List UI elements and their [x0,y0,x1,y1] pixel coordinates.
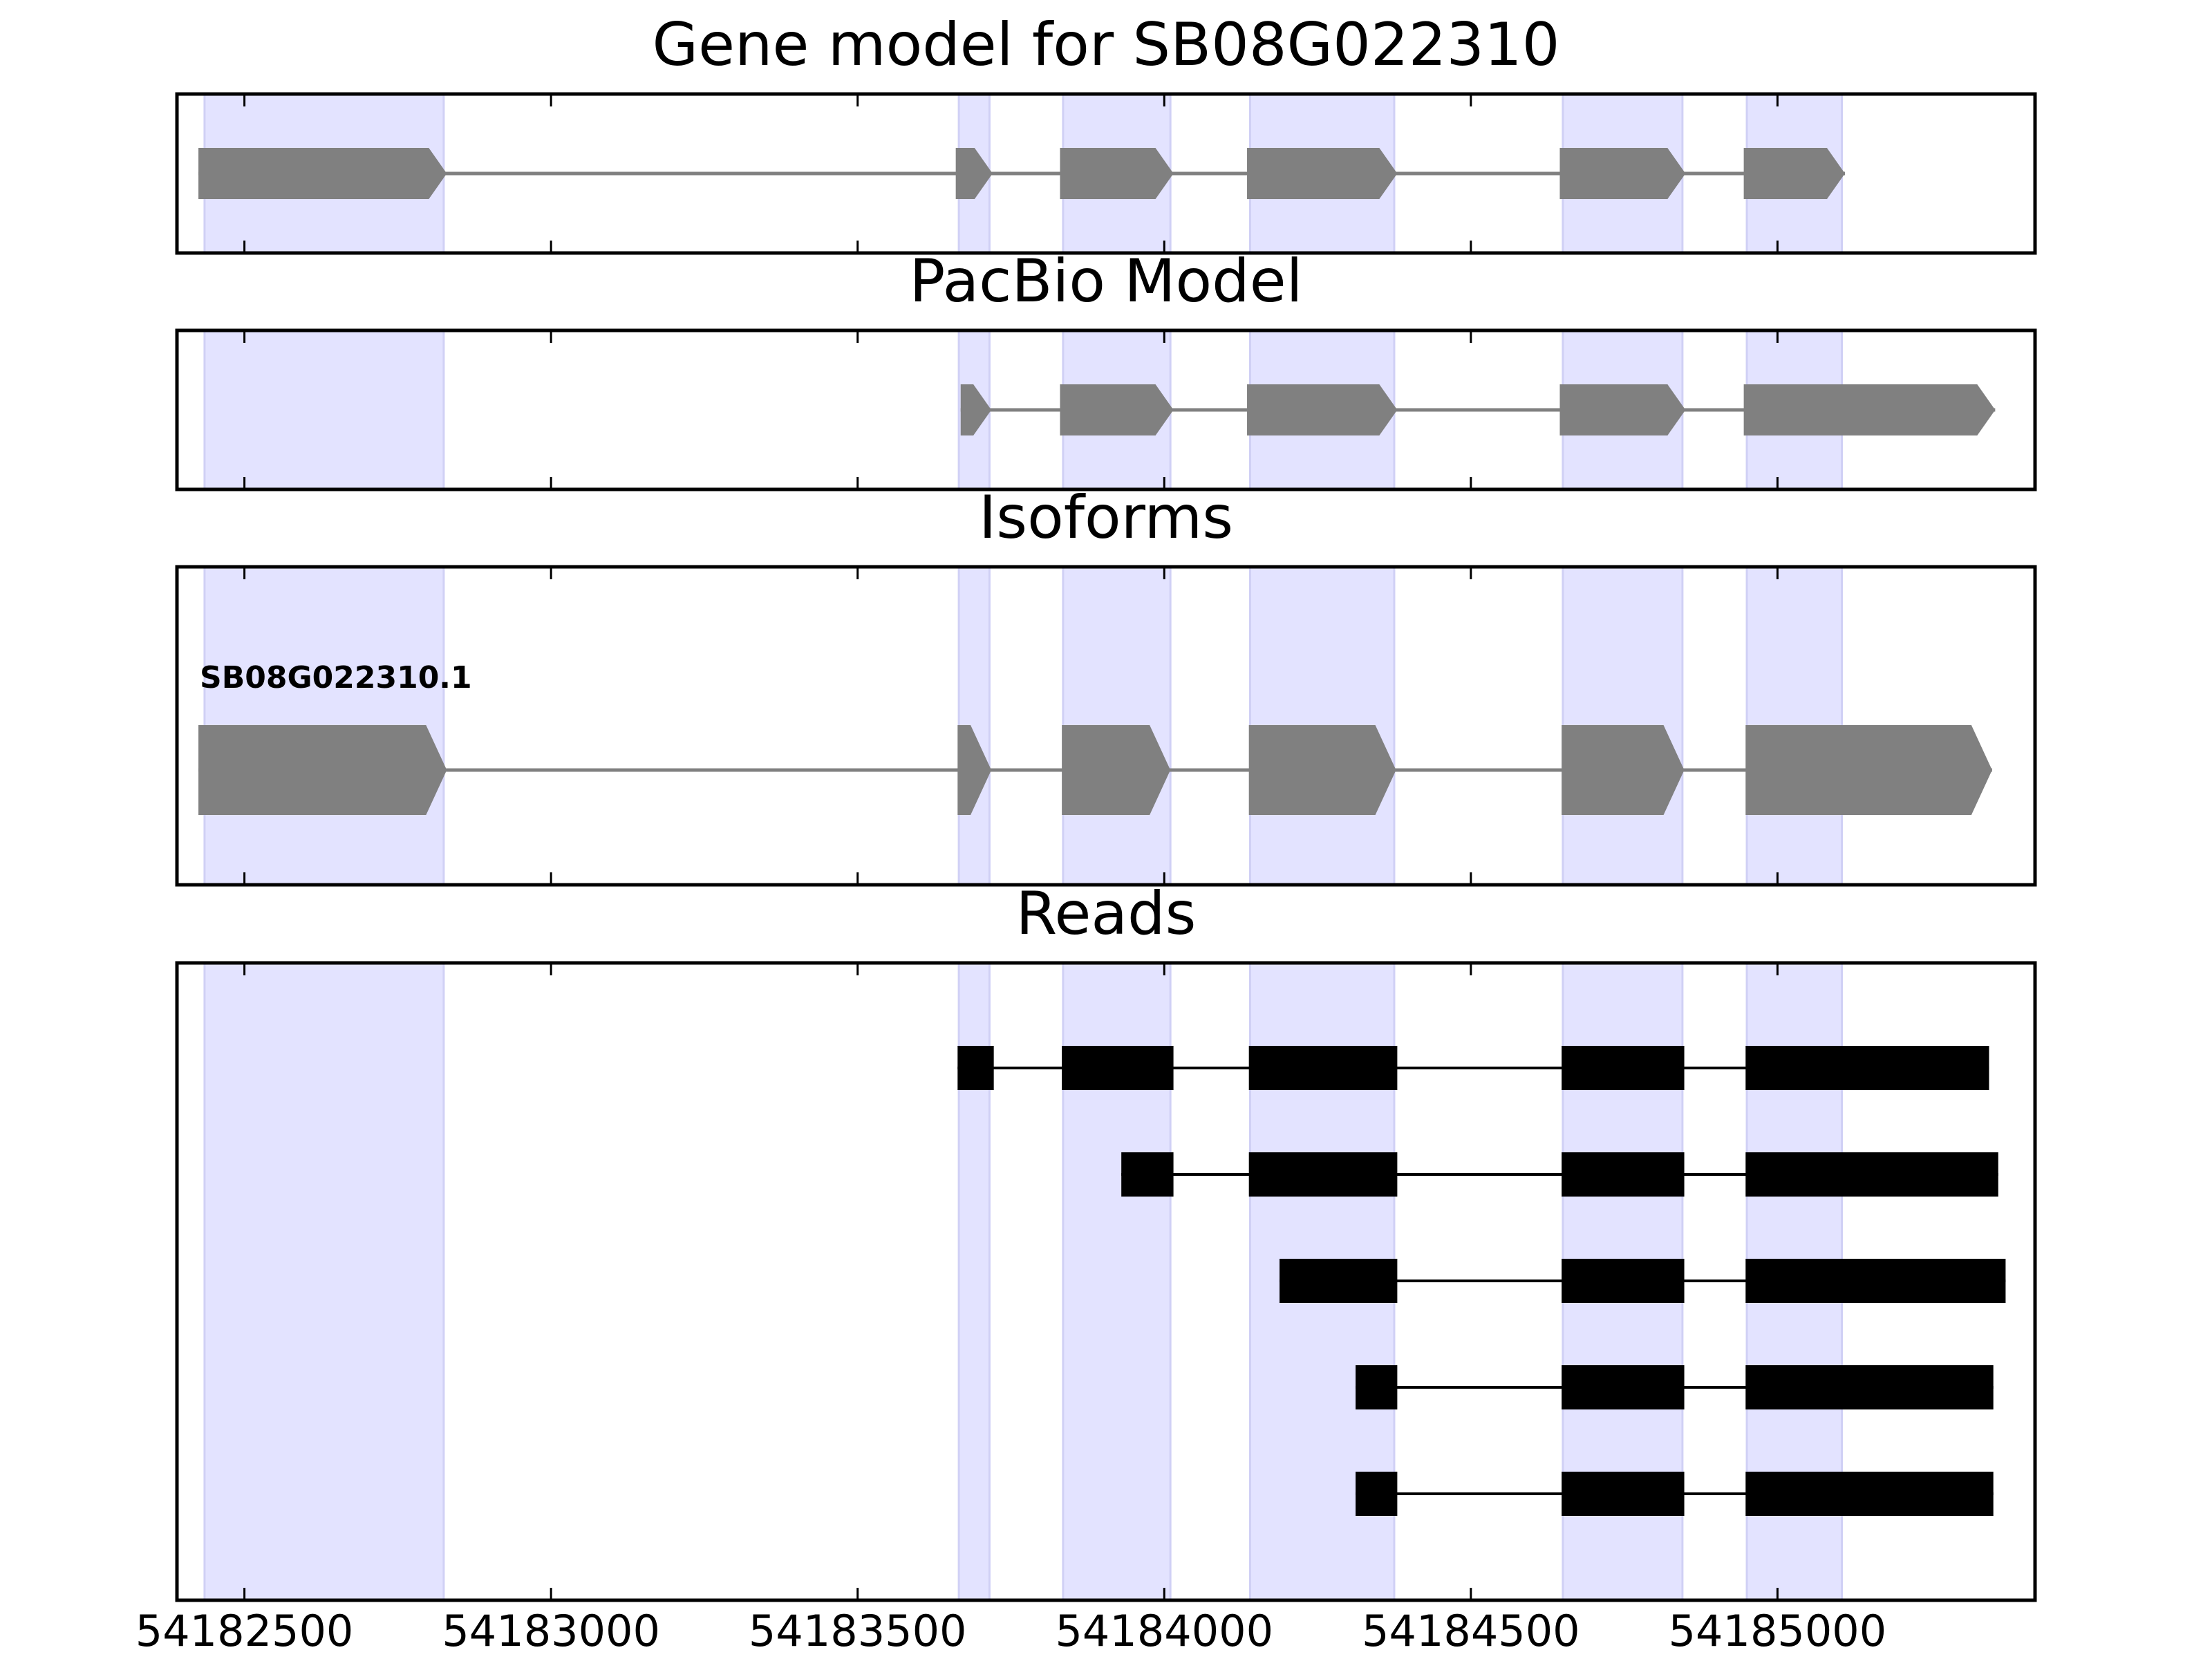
exon-gene-model-5 [1743,148,1845,199]
x-tick-label: 54182500 [135,1606,354,1656]
read-block-1-0 [1121,1152,1174,1197]
read-block-4-1 [1562,1472,1685,1516]
panel-plot-area: SB08G022310.1 [198,567,1992,885]
panel-isoforms: SB08G022310.1 Isoforms [175,483,2037,887]
read-2 [1280,1259,2006,1303]
isoform-label: SB08G022310.1 [200,660,472,695]
exon-gene-model-3 [1247,148,1398,199]
panel-frame [175,92,2037,255]
read-block-2-1 [1562,1259,1685,1303]
exon-isoforms-1 [957,725,992,815]
read-block-3-0 [1356,1365,1398,1409]
read-block-0-0 [957,1046,994,1090]
read-block-3-1 [1562,1365,1685,1409]
x-axis-tick-labels: 54182500 54183000 54183500 54184000 54184500… [135,1606,1886,1656]
panel-pacbio-model: PacBio Model [175,247,2037,491]
panels-layer: Gene model for SB08G022310 PacBio Model SB… [175,10,2037,1602]
read-0 [957,1046,1989,1090]
exon-pacbio-model-1 [1060,384,1174,435]
read-block-0-4 [1745,1046,1989,1090]
x-tick-label: 54183000 [442,1606,660,1656]
read-4 [1356,1472,1994,1516]
read-block-1-2 [1562,1152,1685,1197]
exon-gene-model-1 [955,148,993,199]
highlight-region-0 [203,963,445,1600]
read-block-0-3 [1562,1046,1685,1090]
panel-gene-model: Gene model for SB08G022310 [175,10,2037,255]
exon-gene-model-4 [1559,148,1686,199]
read-1 [1121,1152,1998,1197]
read-block-4-0 [1356,1472,1398,1516]
panel-title: Gene model for SB08G022310 [653,10,1560,79]
exon-gene-model-0 [198,148,447,199]
panel-reads: Reads [175,879,2037,1602]
exon-isoforms-5 [1745,725,1992,815]
exon-pacbio-model-4 [1743,384,1996,435]
exon-isoforms-0 [198,725,447,815]
panel-frame [175,328,2037,491]
panel-title: PacBio Model [909,247,1302,316]
x-tick-label: 54183500 [749,1606,967,1656]
read-block-1-1 [1248,1152,1398,1197]
panel-title: Isoforms [979,483,1233,552]
panel-frame [175,565,2037,887]
highlight-region-0 [203,330,445,489]
read-block-1-3 [1745,1152,1998,1197]
panel-frame [175,961,2037,1602]
panel-title: Reads [1016,879,1197,948]
read-3 [1356,1365,1994,1409]
read-block-0-1 [1062,1046,1174,1090]
x-tick-label: 54184500 [1362,1606,1580,1656]
panel-plot-area [203,963,2006,1600]
read-block-0-2 [1248,1046,1398,1090]
x-tick-label: 54184000 [1055,1606,1273,1656]
read-block-2-0 [1280,1259,1398,1303]
exon-pacbio-model-3 [1559,384,1686,435]
exon-pacbio-model-2 [1247,384,1398,435]
read-block-3-2 [1745,1365,1994,1409]
panel-plot-area [198,94,1845,253]
exon-isoforms-4 [1562,725,1685,815]
exon-gene-model-2 [1060,148,1174,199]
panel-plot-area [203,330,1996,489]
exon-isoforms-3 [1248,725,1396,815]
read-block-2-2 [1745,1259,2006,1303]
exon-pacbio-model-0 [960,384,992,435]
read-block-4-2 [1745,1472,1994,1516]
exon-isoforms-2 [1062,725,1171,815]
x-tick-label: 54185000 [1669,1606,1887,1656]
